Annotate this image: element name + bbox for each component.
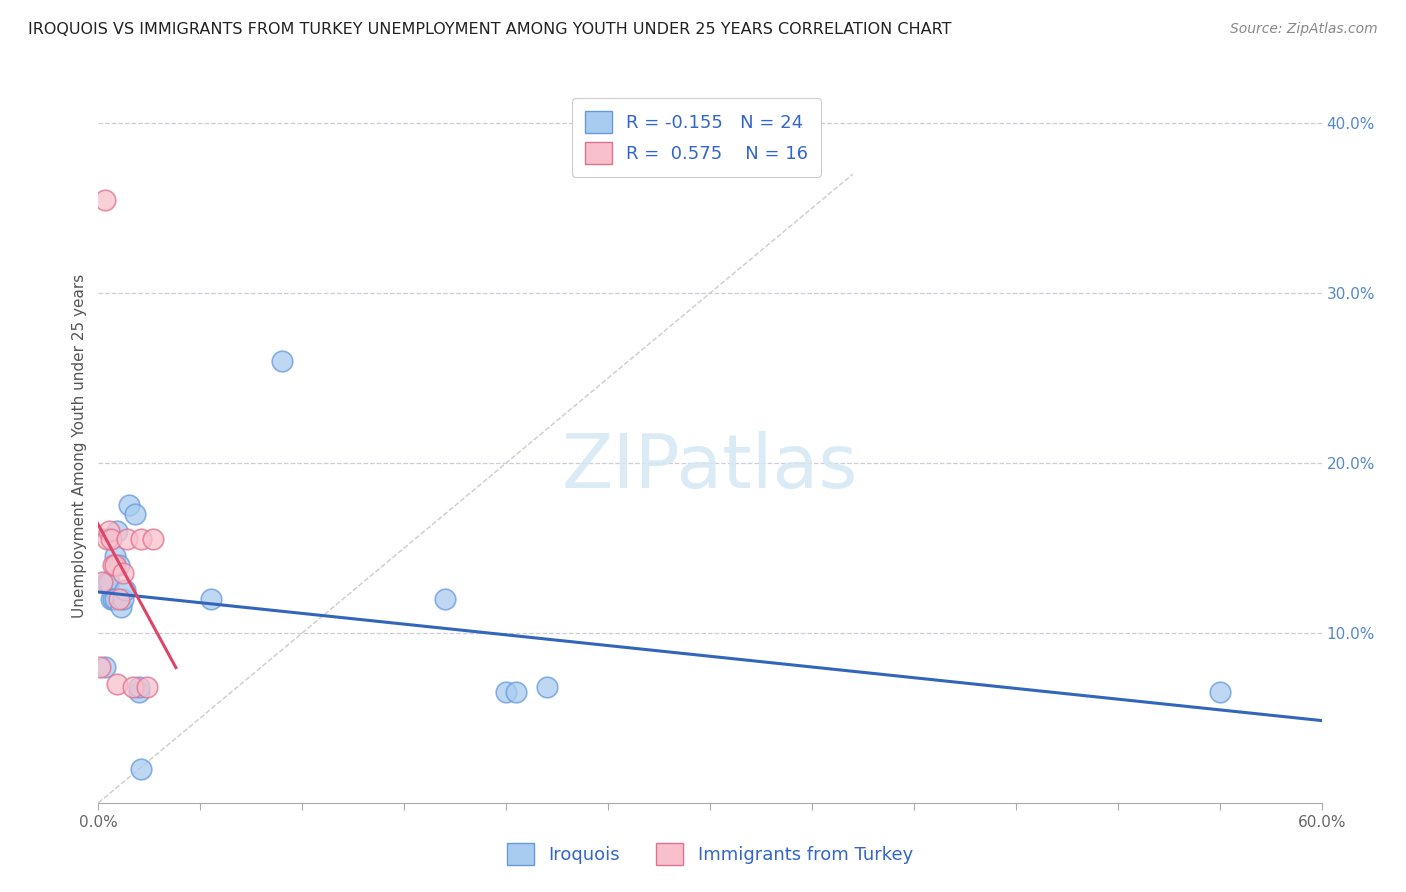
Point [115, 533, 138, 547]
Point [105, 677, 128, 691]
Point [101, 558, 124, 572]
Text: Source: ZipAtlas.com: Source: ZipAtlas.com [1230, 22, 1378, 37]
Point [104, 549, 127, 564]
Point [536, 680, 558, 694]
Text: IROQUOIS VS IMMIGRANTS FROM TURKEY UNEMPLOYMENT AMONG YOUTH UNDER 25 YEARS CORRE: IROQUOIS VS IMMIGRANTS FROM TURKEY UNEMP… [28, 22, 952, 37]
Point [495, 685, 517, 699]
Point [96, 533, 118, 547]
Point [142, 533, 165, 547]
Point [100, 591, 122, 606]
Point [118, 499, 141, 513]
Point [270, 354, 294, 368]
Point [108, 558, 131, 572]
Legend: Iroquois, Immigrants from Turkey: Iroquois, Immigrants from Turkey [499, 836, 921, 872]
Point [93, 193, 115, 207]
Point [129, 762, 152, 776]
Point [93, 660, 115, 674]
Point [105, 524, 128, 538]
Point [128, 680, 150, 694]
Point [124, 507, 146, 521]
Y-axis label: Unemployment Among Youth under 25 years: Unemployment Among Youth under 25 years [72, 274, 87, 618]
Point [128, 685, 150, 699]
Point [200, 591, 222, 606]
Point [108, 591, 131, 606]
Point [97, 524, 120, 538]
Point [100, 533, 122, 547]
Point [97, 574, 120, 589]
Point [434, 591, 457, 606]
Point [111, 566, 134, 581]
Point [505, 685, 527, 699]
Point [110, 600, 132, 615]
Point [1209, 685, 1232, 699]
Point [122, 680, 145, 694]
Point [101, 591, 124, 606]
Point [104, 591, 127, 606]
Text: ZIPatlas: ZIPatlas [562, 431, 858, 504]
Point [129, 533, 152, 547]
Point [91, 574, 114, 589]
Point [114, 583, 136, 598]
Point [96, 574, 118, 589]
Point [89, 660, 111, 674]
Point [136, 680, 159, 694]
Point [104, 558, 127, 572]
Point [111, 591, 134, 606]
